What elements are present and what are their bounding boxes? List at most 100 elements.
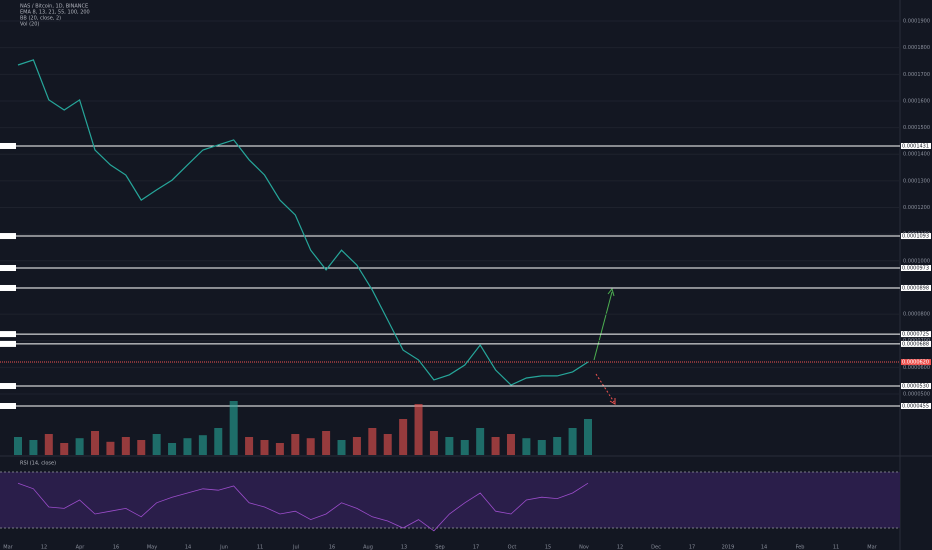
volume-bar: [306, 438, 315, 455]
x-tick-label: 15: [545, 545, 551, 550]
volume-bar: [183, 438, 192, 455]
volume-bar: [198, 435, 207, 455]
x-tick-label: 11: [257, 545, 263, 550]
y-tick-label: 0.0001000: [903, 258, 930, 264]
volume-bar: [368, 428, 377, 455]
y-tick-label: 0.0000500: [903, 392, 930, 398]
rsi-line: [17, 482, 589, 532]
volume-bar: [275, 443, 284, 455]
x-tick-label: Sep: [435, 545, 444, 550]
volume-bar: [60, 443, 69, 455]
x-tick-label: 14: [185, 545, 191, 550]
volume-bar: [476, 428, 485, 455]
volume-bar: [460, 440, 469, 455]
last-price-tag: [901, 359, 931, 366]
x-tick-label: 12: [41, 545, 47, 550]
level-label: 0.0000898: [902, 285, 929, 291]
volume-bar: [584, 419, 592, 455]
x-tick-label: May: [147, 545, 157, 550]
volume-bar: [491, 437, 500, 455]
level-tag-left: [0, 340, 16, 347]
x-tick-label: 17: [689, 545, 695, 550]
volume-bar: [75, 438, 84, 455]
indicator: BB (20, close, 2): [20, 16, 61, 22]
x-tick-label: 13: [401, 545, 407, 550]
volume-bar: [522, 438, 531, 455]
x-tick-label: Nov: [579, 545, 589, 550]
volume-bar: [383, 434, 392, 455]
level-tag-left: [0, 233, 16, 240]
volume-bar: [322, 431, 331, 455]
level-tag: [901, 383, 931, 390]
level-tag-left: [0, 265, 16, 272]
volume-bar: [245, 437, 254, 455]
volume-bar: [506, 434, 515, 455]
volume-bar: [568, 428, 577, 455]
x-tick-label: 2019: [722, 545, 735, 550]
x-tick-label: Feb: [796, 545, 805, 550]
level-tag: [901, 331, 931, 338]
volume-bar: [260, 440, 269, 455]
chart-title: NAS / Bitcoin, 1D, BINANCE: [20, 4, 88, 10]
volume-bar: [414, 404, 423, 455]
x-tick-label: Mar: [3, 545, 13, 550]
y-tick-label: 0.0001300: [903, 178, 930, 184]
level-tag-left: [0, 284, 16, 291]
x-tick-label: Jul: [292, 545, 299, 550]
x-tick-label: 12: [617, 545, 623, 550]
volume-bar: [152, 434, 161, 455]
volume-bar: [121, 437, 130, 455]
volume-bar: [537, 440, 546, 455]
volume-bar: [14, 437, 22, 455]
y-tick-label: 0.0000800: [903, 312, 930, 318]
volume-bar: [429, 431, 438, 455]
volume-bar: [445, 437, 454, 455]
y-tick-label: 0.0001900: [903, 19, 930, 25]
level-tag: [901, 142, 931, 149]
level-tag: [901, 340, 931, 347]
rsi-band: [0, 472, 900, 528]
y-tick-label: 0.0001400: [903, 152, 930, 158]
volume-bar: [137, 440, 146, 455]
volume-bar: [291, 434, 300, 455]
arrow-head: [607, 287, 615, 297]
arrow-down: [595, 373, 615, 403]
x-tick-label: Dec: [651, 545, 661, 550]
volume-bar: [553, 437, 562, 455]
volume-bar: [168, 443, 177, 455]
y-tick-label: 0.0001700: [903, 72, 930, 78]
volume-bar: [229, 401, 238, 455]
y-tick-label: 0.0001200: [903, 205, 930, 211]
x-tick-label: 17: [473, 545, 479, 550]
level-label: 0.0001093: [902, 234, 929, 240]
level-label: 0.0000455: [902, 404, 929, 410]
price-line: [17, 59, 589, 386]
x-tick-label: 16: [329, 545, 335, 550]
level-tag: [901, 284, 931, 291]
volume-bar: [352, 437, 361, 455]
level-tag-left: [0, 331, 16, 338]
x-tick-label: Mar: [867, 545, 877, 550]
volume-bar: [337, 440, 346, 455]
level-label: 0.0000688: [902, 341, 929, 347]
level-label: 0.0001431: [902, 143, 929, 149]
volume-bar: [399, 419, 408, 455]
indicator: Vol (20): [20, 22, 39, 28]
level-label: 0.0000725: [902, 332, 929, 338]
y-tick-label: 0.0000600: [903, 365, 930, 371]
volume-bar: [106, 441, 115, 455]
x-tick-label: Aug: [363, 545, 373, 550]
volume-bar: [29, 440, 38, 455]
volume-bar: [44, 434, 53, 455]
volume-bar: [214, 428, 223, 455]
level-tag: [901, 403, 931, 410]
indicator: EMA 8, 13, 21, 55, 100, 200: [20, 10, 90, 16]
level-tag-left: [0, 403, 16, 410]
last-price-label: 0.0000620: [902, 360, 929, 366]
level-tag-left: [0, 142, 16, 149]
y-tick-label: 0.0001500: [903, 125, 930, 131]
arrow-up: [593, 291, 613, 361]
